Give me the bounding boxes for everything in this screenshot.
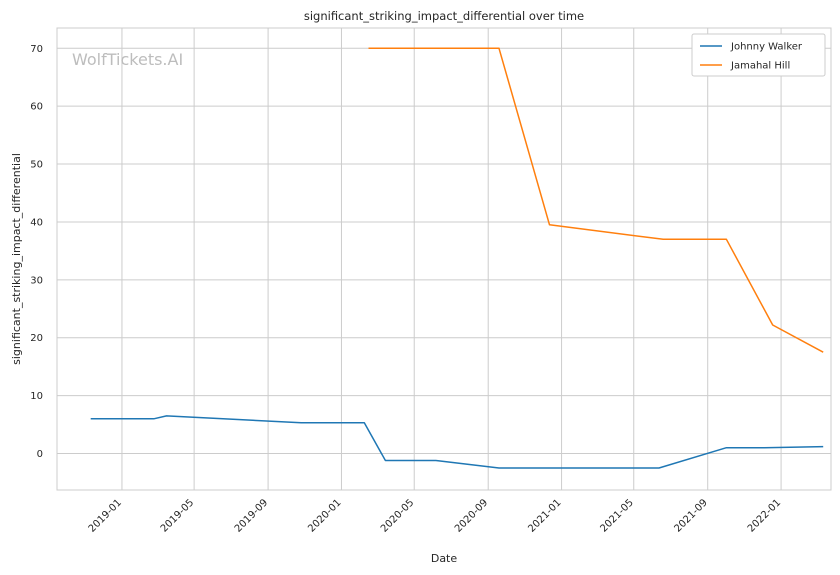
y-tick-label: 70 bbox=[30, 44, 43, 55]
y-tick-label: 30 bbox=[30, 275, 43, 286]
watermark: WolfTickets.AI bbox=[72, 50, 183, 69]
y-tick-label: 60 bbox=[30, 102, 43, 113]
x-tick-label: 2022-01 bbox=[746, 497, 783, 534]
series-line-johnny-walker bbox=[90, 415, 824, 469]
y-tick-label: 50 bbox=[30, 160, 43, 171]
x-tick-label: 2020-05 bbox=[379, 497, 416, 534]
legend-box bbox=[691, 33, 826, 77]
x-tick-label: 2021-05 bbox=[599, 497, 636, 534]
x-tick-label: 2020-09 bbox=[453, 497, 490, 534]
x-tick-label: 2021-09 bbox=[673, 497, 710, 534]
legend: Johnny Walker Jamahal Hill bbox=[691, 33, 826, 77]
legend-label-johnny-walker: Johnny Walker bbox=[730, 42, 803, 53]
y-tick-label: 0 bbox=[37, 449, 43, 460]
x-tick-label: 2021-01 bbox=[526, 497, 563, 534]
series-line-jamahal-hill bbox=[368, 47, 824, 353]
y-tick-label: 40 bbox=[30, 217, 43, 228]
x-tick-label: 2019-01 bbox=[87, 497, 124, 534]
y-tick-label: 10 bbox=[30, 391, 43, 402]
series-layer bbox=[90, 47, 824, 469]
x-tick-label: 2019-09 bbox=[233, 497, 270, 534]
x-tick-label: 2020-01 bbox=[306, 497, 343, 534]
chart-title: significant_striking_impact_differential… bbox=[304, 9, 584, 23]
grid-layer bbox=[57, 28, 831, 490]
x-axis-label: Date bbox=[431, 552, 458, 565]
y-tick-label: 20 bbox=[30, 333, 43, 344]
legend-label-jamahal-hill: Jamahal Hill bbox=[730, 61, 790, 72]
y-axis-label: significant_striking_impact_differential bbox=[10, 153, 23, 365]
plot-frame bbox=[56, 27, 832, 491]
x-tick-label: 2019-05 bbox=[159, 497, 196, 534]
